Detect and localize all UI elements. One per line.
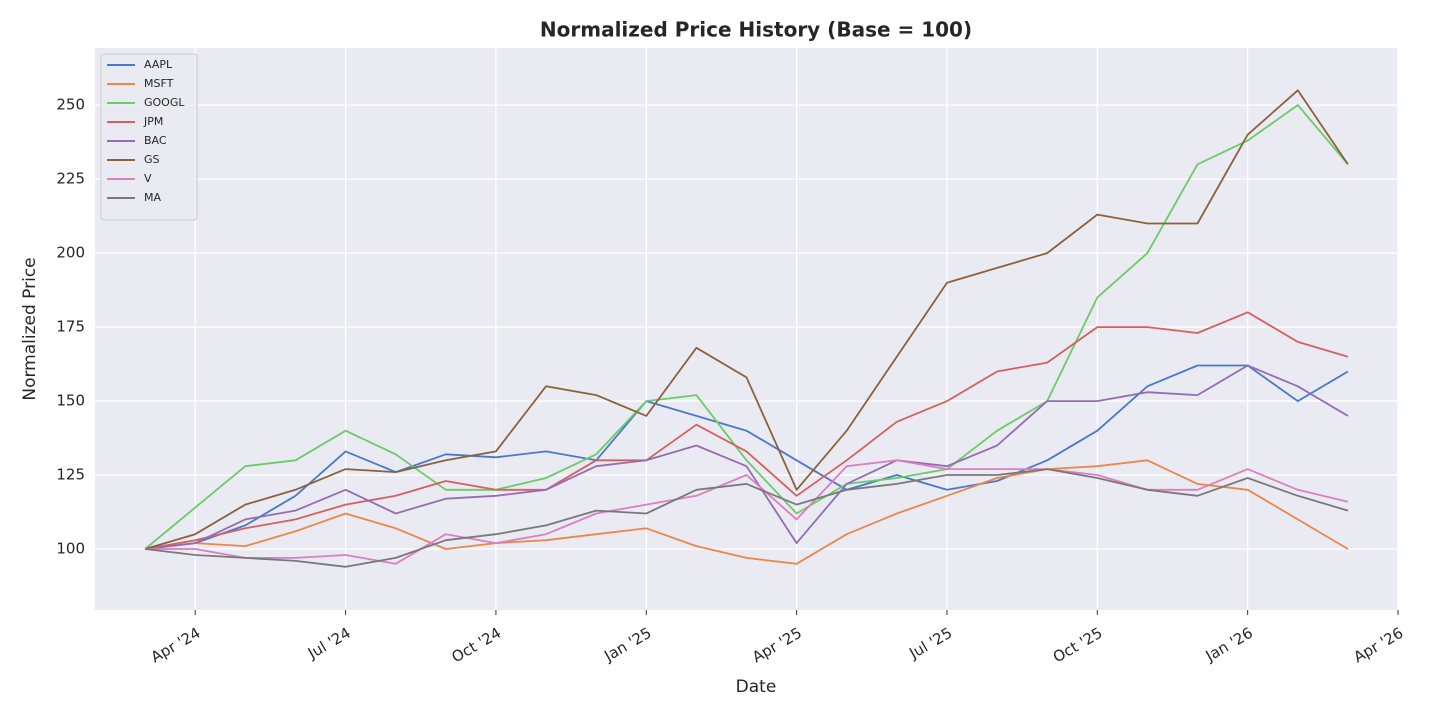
legend-label: BAC — [144, 134, 167, 147]
y-tick-label: 100 — [56, 540, 85, 558]
series-line — [144, 311, 1349, 550]
chart-title: Normalized Price History (Base = 100) — [540, 18, 972, 42]
y-tick-label: 125 — [56, 466, 85, 484]
x-tick-label: Jul '25 — [905, 624, 955, 663]
series-line — [144, 104, 1349, 550]
x-tick-label: Jan '26 — [1202, 624, 1256, 666]
y-tick-label: 200 — [56, 244, 85, 262]
legend-label: GOOGL — [144, 96, 185, 109]
series-line — [144, 459, 1349, 565]
x-axis-label: Date — [736, 677, 777, 697]
series-line — [144, 468, 1349, 568]
legend-label: GS — [144, 153, 160, 166]
lines — [144, 89, 1349, 568]
x-tick-label: Apr '24 — [148, 624, 204, 667]
y-tick-label: 250 — [56, 96, 85, 114]
x-tick-label: Oct '25 — [1050, 624, 1106, 667]
legend-label: JPM — [143, 115, 163, 128]
x-tick-label: Jan '25 — [600, 624, 654, 666]
legend-label: V — [144, 172, 152, 185]
legend: AAPL MSFT GOOGL JPM BAC GS V MA — [100, 53, 198, 221]
series-line — [144, 89, 1349, 550]
grid — [95, 48, 1399, 610]
x-tick-label: Oct '24 — [448, 624, 504, 667]
x-tick-label: Apr '26 — [1351, 624, 1407, 667]
legend-label: MA — [144, 191, 161, 204]
y-axis-label: Normalized Price — [20, 257, 40, 400]
series-line — [144, 364, 1349, 550]
legend-label: MSFT — [144, 77, 174, 90]
series-line — [144, 364, 1349, 550]
legend-label: AAPL — [144, 58, 173, 71]
y-tick-label: 150 — [56, 392, 85, 410]
x-tick-label: Jul '24 — [304, 624, 354, 663]
y-tick-label: 175 — [56, 318, 85, 336]
plot-area — [95, 48, 1398, 610]
x-tick-label: Apr '25 — [749, 624, 805, 667]
y-tick-label: 225 — [56, 170, 85, 188]
